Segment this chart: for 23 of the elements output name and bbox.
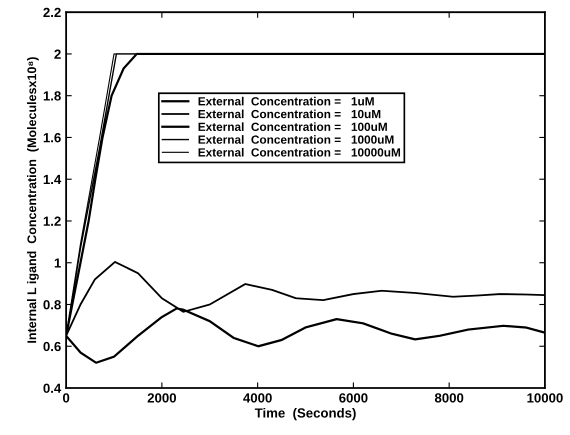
legend-label: External Concentration = 1000uM bbox=[198, 135, 394, 144]
y-tick-label: 2.2 bbox=[43, 8, 61, 17]
x-tick-label: 10000 bbox=[527, 393, 563, 403]
y-tick-label: 0.8 bbox=[43, 300, 61, 310]
y-tick-label: 2 bbox=[54, 50, 61, 59]
x-tick-label: 4000 bbox=[243, 393, 272, 403]
y-tick-label: 0.4 bbox=[43, 384, 62, 393]
x-tick-label: 6000 bbox=[339, 393, 368, 403]
legend-label: External Concentration = 100uM bbox=[198, 122, 387, 132]
legend-label: External Concentration = 10uM bbox=[198, 110, 380, 118]
legend-label: External Concentration = 1uM bbox=[198, 96, 374, 106]
y-tick-label: 1 bbox=[54, 258, 61, 268]
y-tick-label: 0.6 bbox=[43, 342, 61, 352]
x-tick-label: 2000 bbox=[148, 393, 176, 403]
legend-label: External Concentration = 10000uM bbox=[198, 148, 400, 157]
y-tick-label: 1.2 bbox=[44, 216, 61, 226]
y-axis-title: Internal L igand Concentration (Moleculesx10⁸) bbox=[27, 57, 39, 343]
y-tick-label: 1.6 bbox=[44, 133, 61, 142]
y-tick-label: 1.8 bbox=[44, 91, 61, 101]
x-tick-label: 8000 bbox=[434, 393, 464, 403]
y-tick-label: 1.4 bbox=[44, 174, 62, 184]
x-axis-title: Time (Seconds) bbox=[254, 408, 356, 420]
x-tick-label: 0 bbox=[62, 393, 70, 403]
